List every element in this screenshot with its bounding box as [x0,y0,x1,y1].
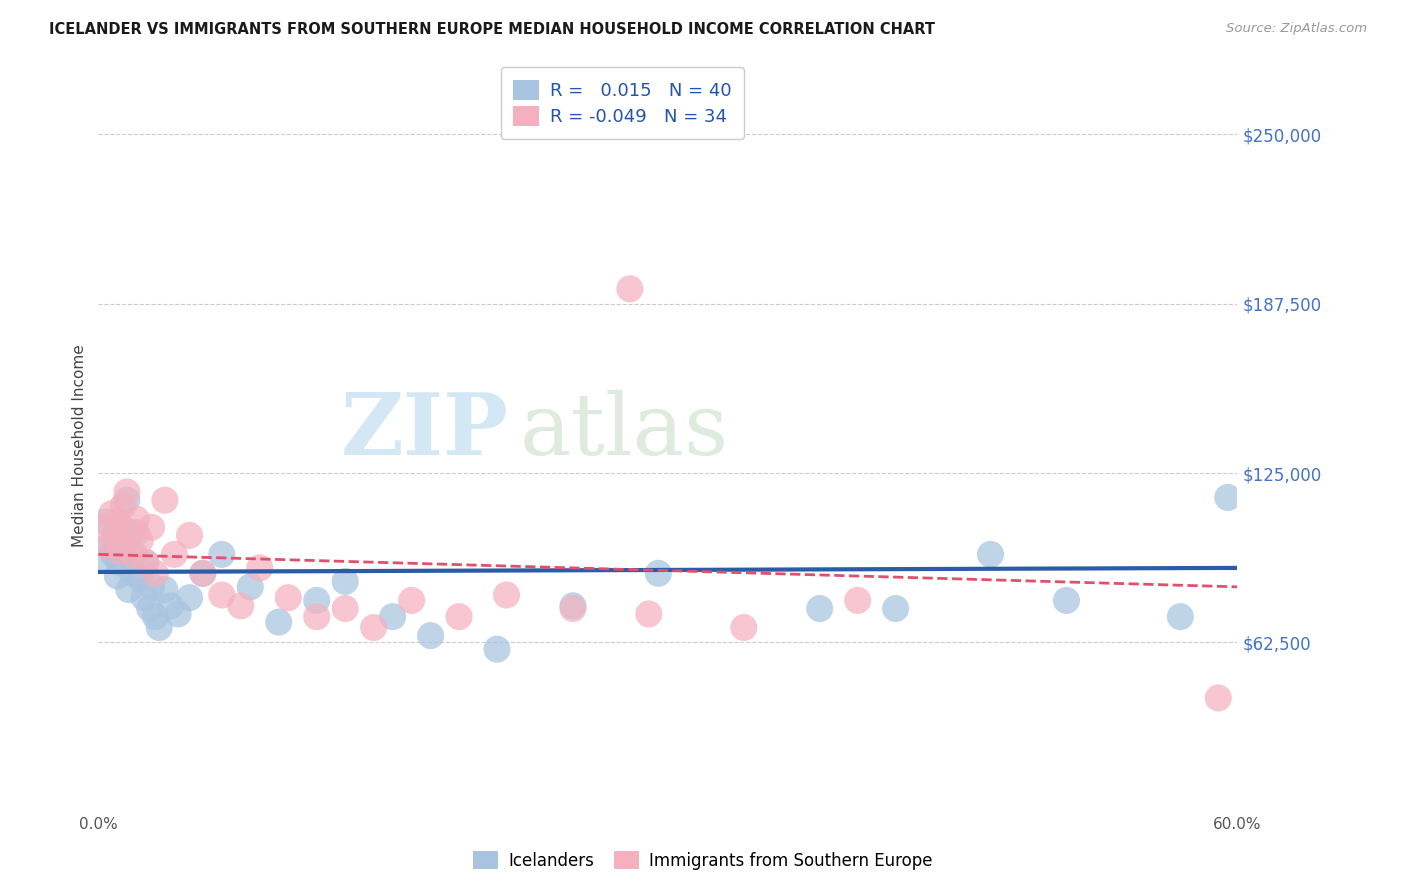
Point [135,556,157,570]
Point [419,629,441,643]
Point [1056,593,1078,607]
Point [115,485,138,500]
Point [104,528,127,542]
Text: ICELANDER VS IMMIGRANTS FROM SOUTHERN EUROPE MEDIAN HOUSEHOLD INCOME CORRELATION: ICELANDER VS IMMIGRANTS FROM SOUTHERN EU… [49,22,935,37]
Point [211,547,233,561]
Point [884,601,907,615]
Point [118,582,141,597]
Point [167,607,190,621]
Point [107,569,129,583]
Point [132,591,155,605]
Point [125,525,148,540]
Point [145,566,167,581]
Point [267,615,290,629]
Point [619,282,641,296]
Point [363,620,385,634]
Point [335,601,357,615]
Point [1208,690,1230,705]
Point [381,609,404,624]
Point [112,544,135,558]
Point [125,512,148,526]
Point [163,547,186,561]
Y-axis label: Median Household Income: Median Household Income [72,344,87,548]
Point [733,620,755,634]
Point [141,580,163,594]
Point [486,642,509,657]
Point [112,499,135,513]
Point [239,580,262,594]
Point [91,553,114,567]
Point [100,507,122,521]
Point [647,566,669,581]
Point [115,493,138,508]
Point [159,599,181,613]
Point [979,547,1001,561]
Point [179,528,201,542]
Point [145,609,167,624]
Point [449,609,471,624]
Point [141,520,163,534]
Point [401,593,423,607]
Point [107,515,129,529]
Point [153,493,176,508]
Text: atlas: atlas [520,390,728,473]
Point [103,547,125,561]
Point [129,572,152,586]
Point [495,588,517,602]
Point [121,566,143,581]
Point [129,533,152,548]
Point [562,599,585,613]
Point [104,533,127,548]
Point [135,556,157,570]
Point [121,547,143,561]
Point [335,574,357,589]
Point [153,582,176,597]
Point [97,539,120,553]
Point [191,566,214,581]
Point [108,556,131,570]
Point [120,525,142,540]
Point [98,539,121,553]
Point [211,588,233,602]
Point [305,609,328,624]
Point [846,593,869,607]
Point [229,599,252,613]
Point [305,593,328,607]
Legend: R =   0.015   N = 40, R = -0.049   N = 34: R = 0.015 N = 40, R = -0.049 N = 34 [501,68,744,139]
Point [110,520,132,534]
Point [124,547,146,561]
Point [179,591,201,605]
Point [1170,609,1192,624]
Point [93,520,115,534]
Point [1216,491,1239,505]
Text: Source: ZipAtlas.com: Source: ZipAtlas.com [1226,22,1367,36]
Point [94,515,117,529]
Point [638,607,661,621]
Point [148,620,170,634]
Point [108,544,131,558]
Point [249,561,271,575]
Legend: Icelanders, Immigrants from Southern Europe: Icelanders, Immigrants from Southern Eur… [467,845,939,877]
Point [138,601,160,615]
Point [277,591,299,605]
Point [808,601,831,615]
Text: ZIP: ZIP [340,390,509,474]
Point [191,566,214,581]
Point [562,601,585,615]
